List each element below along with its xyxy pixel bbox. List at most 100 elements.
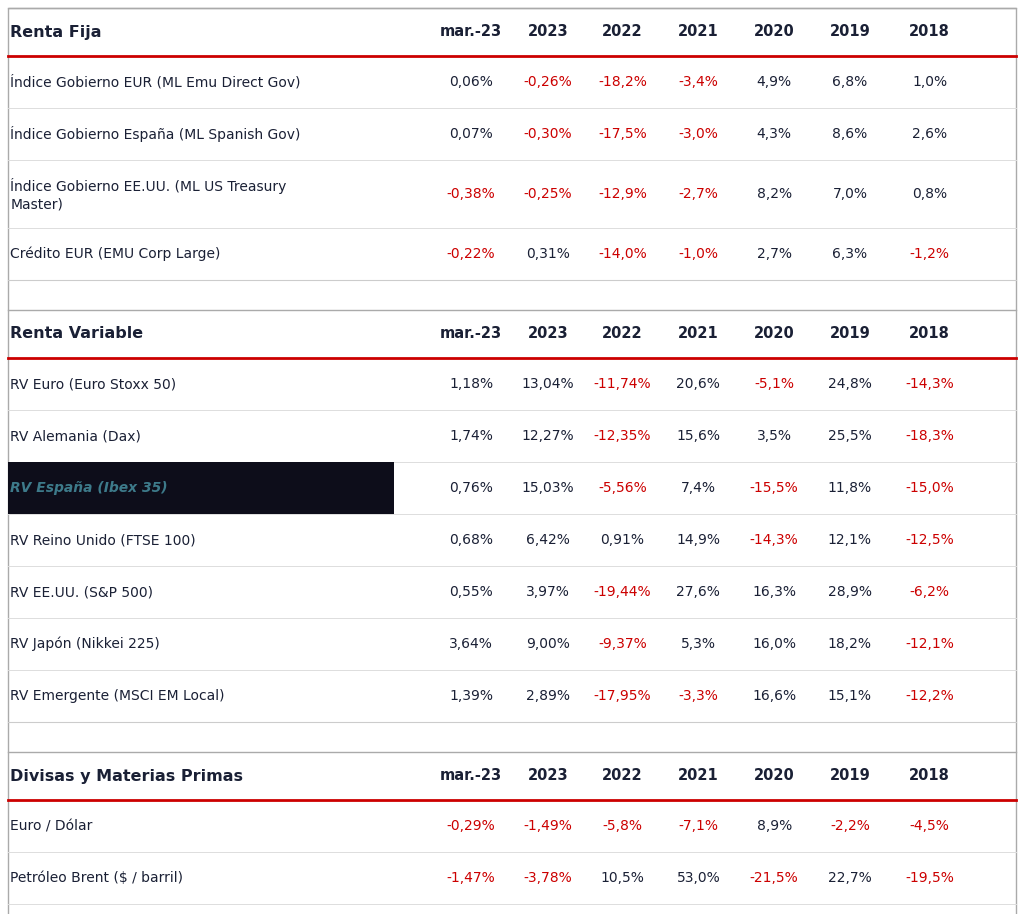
Text: -1,49%: -1,49% [523, 819, 572, 833]
Text: -14,0%: -14,0% [598, 247, 647, 261]
Text: 11,8%: 11,8% [827, 481, 872, 495]
Text: -0,30%: -0,30% [523, 127, 572, 141]
Text: -17,5%: -17,5% [598, 127, 647, 141]
Text: 2020: 2020 [754, 326, 795, 342]
Text: 16,3%: 16,3% [753, 585, 796, 599]
Text: RV EE.UU. (S&P 500): RV EE.UU. (S&P 500) [10, 585, 154, 599]
Text: -0,26%: -0,26% [523, 75, 572, 89]
Text: 1,18%: 1,18% [449, 377, 494, 391]
Text: -3,78%: -3,78% [523, 871, 572, 885]
Text: -21,5%: -21,5% [750, 871, 799, 885]
Text: -3,3%: -3,3% [679, 689, 718, 703]
Text: 0,76%: 0,76% [450, 481, 493, 495]
Text: 6,3%: 6,3% [833, 247, 867, 261]
Text: 10,5%: 10,5% [601, 871, 644, 885]
Text: RV Euro (Euro Stoxx 50): RV Euro (Euro Stoxx 50) [10, 377, 176, 391]
Text: 3,97%: 3,97% [526, 585, 569, 599]
Text: -14,3%: -14,3% [750, 533, 799, 547]
Text: 6,8%: 6,8% [833, 75, 867, 89]
Text: 2,6%: 2,6% [912, 127, 947, 141]
Text: -0,25%: -0,25% [523, 187, 572, 201]
Text: RV Reino Unido (FTSE 100): RV Reino Unido (FTSE 100) [10, 533, 196, 547]
Text: -2,7%: -2,7% [679, 187, 718, 201]
Text: Petróleo Brent ($ / barril): Petróleo Brent ($ / barril) [10, 871, 183, 885]
Text: Divisas y Materias Primas: Divisas y Materias Primas [10, 769, 244, 783]
Text: -4,5%: -4,5% [910, 819, 949, 833]
Text: Master): Master) [10, 197, 63, 211]
Text: -9,37%: -9,37% [598, 637, 647, 651]
Text: RV Emergente (MSCI EM Local): RV Emergente (MSCI EM Local) [10, 689, 224, 703]
Text: 22,7%: 22,7% [828, 871, 871, 885]
Text: 14,9%: 14,9% [677, 533, 720, 547]
Text: 12,1%: 12,1% [828, 533, 871, 547]
Text: 20,6%: 20,6% [677, 377, 720, 391]
Text: 0,68%: 0,68% [450, 533, 493, 547]
Text: 2022: 2022 [602, 326, 643, 342]
Text: 7,0%: 7,0% [833, 187, 867, 201]
Text: -12,5%: -12,5% [905, 533, 954, 547]
Text: 27,6%: 27,6% [677, 585, 720, 599]
Text: -12,35%: -12,35% [594, 429, 651, 443]
Text: 9,00%: 9,00% [526, 637, 569, 651]
Text: 2022: 2022 [602, 769, 643, 783]
Text: 2020: 2020 [754, 25, 795, 39]
Text: 2021: 2021 [678, 326, 719, 342]
Text: 2020: 2020 [754, 769, 795, 783]
Text: -0,22%: -0,22% [446, 247, 496, 261]
Text: 4,9%: 4,9% [757, 75, 792, 89]
Text: mar.-23: mar.-23 [440, 25, 502, 39]
Text: -18,2%: -18,2% [598, 75, 647, 89]
Text: -5,1%: -5,1% [754, 377, 795, 391]
Text: 2023: 2023 [527, 769, 568, 783]
Text: -0,38%: -0,38% [446, 187, 496, 201]
Text: 7,4%: 7,4% [681, 481, 716, 495]
Text: 15,03%: 15,03% [521, 481, 574, 495]
Text: -5,56%: -5,56% [598, 481, 647, 495]
Text: 2018: 2018 [909, 25, 950, 39]
Text: 2023: 2023 [527, 25, 568, 39]
Text: -19,44%: -19,44% [594, 585, 651, 599]
Text: -5,8%: -5,8% [602, 819, 643, 833]
Text: 3,64%: 3,64% [450, 637, 493, 651]
Text: 15,6%: 15,6% [677, 429, 720, 443]
Text: 0,55%: 0,55% [450, 585, 493, 599]
Text: 12,27%: 12,27% [521, 429, 574, 443]
Text: 2023: 2023 [527, 326, 568, 342]
Text: 0,8%: 0,8% [912, 187, 947, 201]
Text: 2019: 2019 [829, 769, 870, 783]
Text: -19,5%: -19,5% [905, 871, 954, 885]
Text: Renta Fija: Renta Fija [10, 25, 101, 39]
Text: -7,1%: -7,1% [678, 819, 719, 833]
Text: -2,2%: -2,2% [830, 819, 869, 833]
Text: 8,9%: 8,9% [757, 819, 792, 833]
Text: 5,3%: 5,3% [681, 637, 716, 651]
Text: 2,7%: 2,7% [757, 247, 792, 261]
Text: RV Alemania (Dax): RV Alemania (Dax) [10, 429, 141, 443]
Text: 16,0%: 16,0% [753, 637, 796, 651]
Text: 2018: 2018 [909, 769, 950, 783]
Text: Índice Gobierno España (ML Spanish Gov): Índice Gobierno España (ML Spanish Gov) [10, 126, 301, 142]
Text: 1,39%: 1,39% [450, 689, 493, 703]
Text: 53,0%: 53,0% [677, 871, 720, 885]
Text: -0,29%: -0,29% [446, 819, 496, 833]
Text: 8,2%: 8,2% [757, 187, 792, 201]
Text: -18,3%: -18,3% [905, 429, 954, 443]
Text: -11,74%: -11,74% [594, 377, 651, 391]
Text: -12,9%: -12,9% [598, 187, 647, 201]
Text: -15,5%: -15,5% [750, 481, 799, 495]
Bar [8, 462, 394, 514]
Text: 2019: 2019 [829, 326, 870, 342]
Text: mar.-23: mar.-23 [440, 326, 502, 342]
Text: Euro / Dólar: Euro / Dólar [10, 819, 92, 833]
Text: -12,1%: -12,1% [905, 637, 954, 651]
Text: Índice Gobierno EUR (ML Emu Direct Gov): Índice Gobierno EUR (ML Emu Direct Gov) [10, 75, 301, 90]
Text: Renta Variable: Renta Variable [10, 326, 143, 342]
Text: RV España (Ibex 35): RV España (Ibex 35) [10, 481, 168, 495]
Text: 1,74%: 1,74% [450, 429, 493, 443]
Text: mar.-23: mar.-23 [440, 769, 502, 783]
Text: 13,04%: 13,04% [521, 377, 574, 391]
Text: 2,89%: 2,89% [526, 689, 569, 703]
Text: -12,2%: -12,2% [905, 689, 954, 703]
Text: -3,4%: -3,4% [679, 75, 718, 89]
Text: -3,0%: -3,0% [679, 127, 718, 141]
